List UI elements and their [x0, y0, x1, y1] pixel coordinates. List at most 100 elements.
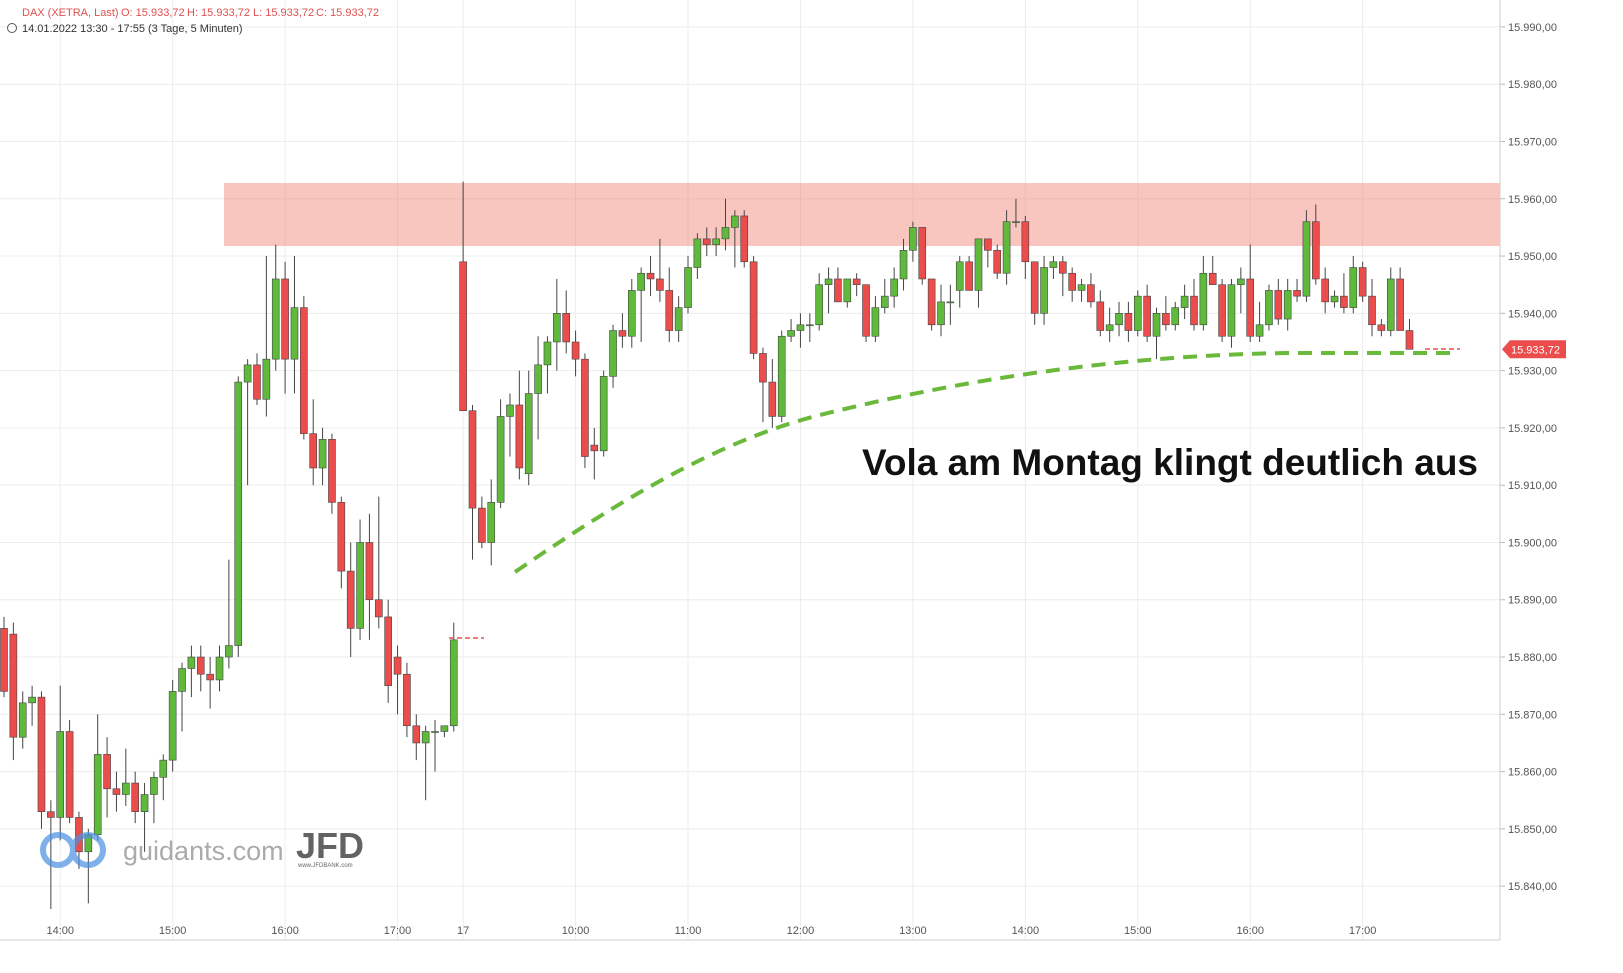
candle-body [993, 250, 1002, 274]
x-tick-label: 11:00 [675, 925, 702, 937]
candle-body [328, 439, 336, 503]
candle-body [1133, 295, 1142, 331]
candle-body [637, 272, 645, 291]
subtitle: 14.01.2022 13:30 - 17:55 [22, 23, 145, 35]
x-tick-label: 15:00 [1124, 925, 1152, 937]
candle-body [131, 782, 139, 812]
last-price-label: 15.933,72 [1511, 344, 1560, 356]
candle-body [1021, 221, 1030, 263]
candle-body [18, 702, 27, 738]
candle-body [468, 410, 477, 509]
candle-body [918, 227, 927, 280]
candle-body [1368, 295, 1376, 326]
candle-body [56, 731, 65, 818]
header-close: C: 15.933,72 [316, 7, 379, 19]
candle-body [1321, 278, 1329, 303]
y-tick-label: 15.860,00 [1508, 767, 1557, 779]
candle-body [852, 278, 861, 285]
candle-body [403, 673, 411, 727]
candle-body [693, 238, 702, 268]
candle-body [225, 645, 233, 658]
candle-body [449, 639, 458, 727]
candle-body [1340, 295, 1348, 308]
candle-body [487, 502, 496, 543]
candle-body [271, 278, 280, 360]
candle-body [1077, 284, 1086, 291]
candle-body [646, 272, 655, 280]
candle-body [234, 381, 243, 646]
candle-body [834, 278, 842, 303]
candle-body [243, 364, 252, 383]
candle-body [196, 656, 205, 675]
candle-body [955, 261, 964, 291]
candle-body [1105, 324, 1114, 331]
candle-body [365, 542, 374, 601]
candle-body [374, 599, 383, 618]
candle-body [159, 759, 168, 778]
candle-body [1349, 267, 1358, 308]
candle-body [1265, 290, 1273, 326]
candle-body [702, 238, 711, 245]
candle-body [524, 393, 533, 475]
candle-body [665, 290, 674, 331]
candle-body [1218, 284, 1226, 337]
candle-body [684, 267, 692, 308]
candle-body [609, 330, 617, 377]
candle-body [150, 777, 158, 795]
y-tick-label: 15.960,00 [1508, 194, 1557, 206]
candle-body [749, 261, 758, 354]
candle-body [1302, 221, 1311, 297]
candle-body [534, 364, 542, 394]
candle-body [103, 754, 111, 790]
candle-body [37, 696, 46, 812]
candle-body [1293, 290, 1301, 297]
x-tick-label: 14:00 [46, 925, 74, 937]
candle-body [253, 364, 261, 400]
candle-body [927, 278, 936, 326]
candle-body [478, 507, 486, 543]
candle-body [28, 696, 36, 704]
candle-body [721, 227, 730, 240]
candle-body [515, 404, 524, 469]
candle-body [1237, 278, 1245, 285]
candle-body [1096, 301, 1105, 331]
candle-body [1312, 221, 1320, 280]
candle-body [140, 794, 149, 812]
candle-body [300, 307, 308, 434]
candle-body [909, 227, 917, 251]
watermark-logo: JFD [296, 825, 364, 866]
y-tick-label: 15.930,00 [1508, 366, 1557, 378]
candle-body [168, 691, 177, 761]
candle-body [0, 628, 8, 692]
candle-body [768, 381, 777, 417]
candle-body [984, 238, 992, 251]
candle-body [806, 324, 814, 327]
candle-body [581, 358, 589, 457]
y-tick-label: 15.900,00 [1508, 537, 1557, 549]
watermark-url: www.JFDBANK.com [297, 863, 353, 869]
candle-body [1068, 272, 1076, 291]
candle-body [356, 542, 364, 629]
y-tick-label: 15.950,00 [1508, 251, 1557, 263]
candle-body [862, 284, 870, 337]
candles [0, 181, 1414, 910]
candle-body [1040, 267, 1048, 314]
header-open: O: 15.933,72 [121, 7, 185, 19]
period: (3 Tage, 5 Minuten) [148, 23, 243, 35]
candle-body [206, 673, 214, 681]
candle-body [1162, 313, 1170, 326]
x-tick-label: 16:00 [1236, 925, 1264, 937]
candle-body [421, 731, 430, 744]
candle-body [1059, 261, 1067, 274]
resistance-zone [224, 183, 1500, 246]
header-symbol: DAX (XETRA, Last) [22, 7, 119, 19]
y-tick-label: 15.920,00 [1508, 423, 1557, 435]
candle-body [1396, 278, 1404, 331]
candle-body [1274, 290, 1283, 320]
candle-body [496, 416, 505, 503]
candle-body [656, 278, 664, 291]
candle-body [674, 307, 683, 331]
candle-body [1208, 272, 1217, 285]
watermark-text: guidants.com [123, 836, 284, 866]
